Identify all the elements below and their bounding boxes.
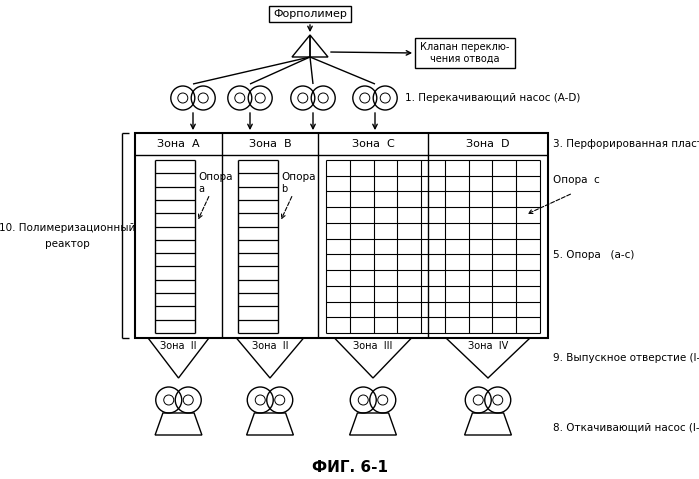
- Text: Зона  II: Зона II: [160, 341, 196, 351]
- Text: ФИГ. 6-1: ФИГ. 6-1: [312, 460, 388, 476]
- FancyBboxPatch shape: [415, 38, 515, 68]
- Text: 8. Откачивающий насос (I-IV): 8. Откачивающий насос (I-IV): [553, 423, 699, 433]
- FancyBboxPatch shape: [135, 133, 548, 338]
- Text: Зона  IV: Зона IV: [468, 341, 508, 351]
- Text: Клапан переклю-
чения отвода: Клапан переклю- чения отвода: [420, 42, 510, 64]
- Text: Зона  D: Зона D: [466, 139, 510, 149]
- Text: Зона  II: Зона II: [252, 341, 288, 351]
- Text: Опора: Опора: [281, 172, 315, 182]
- Text: Форполимер: Форполимер: [273, 9, 347, 19]
- Text: 9. Выпускное отверстие (I-IV): 9. Выпускное отверстие (I-IV): [553, 353, 699, 363]
- Text: b: b: [281, 184, 287, 194]
- Text: Зона  III: Зона III: [353, 341, 393, 351]
- Text: a: a: [198, 184, 204, 194]
- Text: Опора  c: Опора c: [553, 175, 600, 185]
- Text: 5. Опора   (a-c): 5. Опора (a-c): [553, 251, 635, 261]
- Text: реактор: реактор: [45, 239, 89, 249]
- Text: 1. Перекачивающий насос (A-D): 1. Перекачивающий насос (A-D): [405, 93, 581, 103]
- Text: Опора: Опора: [198, 172, 233, 182]
- FancyBboxPatch shape: [269, 6, 351, 22]
- Text: Зона  C: Зона C: [352, 139, 394, 149]
- Text: Зона  A: Зона A: [157, 139, 200, 149]
- Text: 10. Полимеризационный: 10. Полимеризационный: [0, 223, 135, 232]
- Text: Зона  B: Зона B: [249, 139, 291, 149]
- Text: 3. Перфорированная пластина: 3. Перфорированная пластина: [553, 139, 699, 149]
